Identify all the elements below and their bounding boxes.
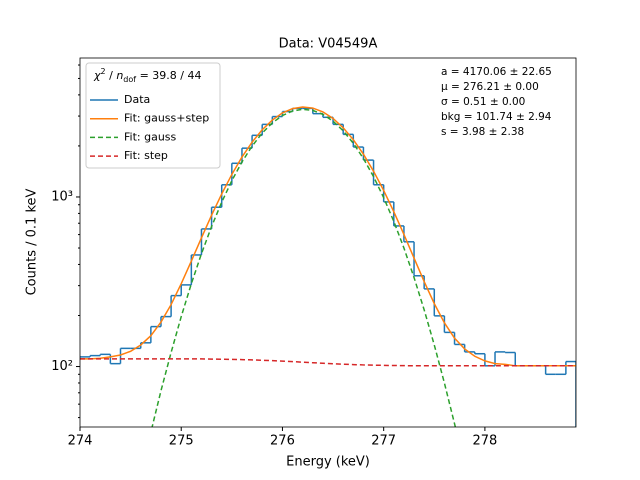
legend-label: Fit: gauss+step	[124, 112, 209, 125]
legend-label: Fit: step	[124, 149, 168, 162]
axes: 274 275 276 277 278 10² 10³	[51, 57, 577, 449]
fit-parameter: μ = 276.21 ± 0.00	[441, 81, 539, 93]
legend-title-part: /	[106, 69, 117, 82]
annotations: a = 4170.06 ± 22.65 μ = 276.21 ± 0.00 σ = …	[441, 66, 552, 138]
y-tick-label: 10³	[51, 189, 73, 204]
fit-curve	[80, 358, 576, 367]
fit-parameter: a = 4170.06 ± 22.65	[441, 66, 552, 78]
x-tick-label: 276	[270, 434, 295, 449]
fit-curve	[80, 106, 576, 367]
fit-parameter: s = 3.98 ± 2.38	[441, 126, 524, 138]
y-axis-label: Counts / 0.1 keV	[25, 189, 40, 296]
legend-label: Data	[124, 93, 150, 106]
legend-title: χ2 / ndof = 39.8 / 44	[93, 67, 202, 84]
x-tick-label: 278	[472, 434, 497, 449]
legend-title-part: dof	[123, 75, 136, 84]
legend-title-part: χ	[93, 69, 101, 82]
x-tick-label: 277	[371, 434, 396, 449]
fit-parameter: σ = 0.51 ± 0.00	[441, 96, 525, 108]
legend-box	[85, 62, 221, 169]
plot-area	[80, 106, 576, 427]
axes-frame	[79, 57, 577, 428]
legend-label: Fit: gauss	[124, 130, 177, 143]
fit-curve	[151, 108, 457, 427]
legend: χ2 / ndof = 39.8 / 44 Data Fit: gauss+ste…	[85, 62, 221, 169]
legend-title-part: 2	[101, 67, 106, 76]
x-tick-label: 274	[68, 434, 93, 449]
legend-title-part: n	[116, 69, 123, 82]
chart-title: Data: V04549A	[279, 37, 378, 52]
legend-title-part: = 39.8 / 44	[136, 69, 201, 82]
x-tick-label: 275	[169, 434, 194, 449]
x-axis-label: Energy (keV)	[286, 455, 370, 470]
fit-parameter: bkg = 101.74 ± 2.94	[441, 111, 552, 123]
y-tick-label: 10²	[51, 359, 73, 374]
